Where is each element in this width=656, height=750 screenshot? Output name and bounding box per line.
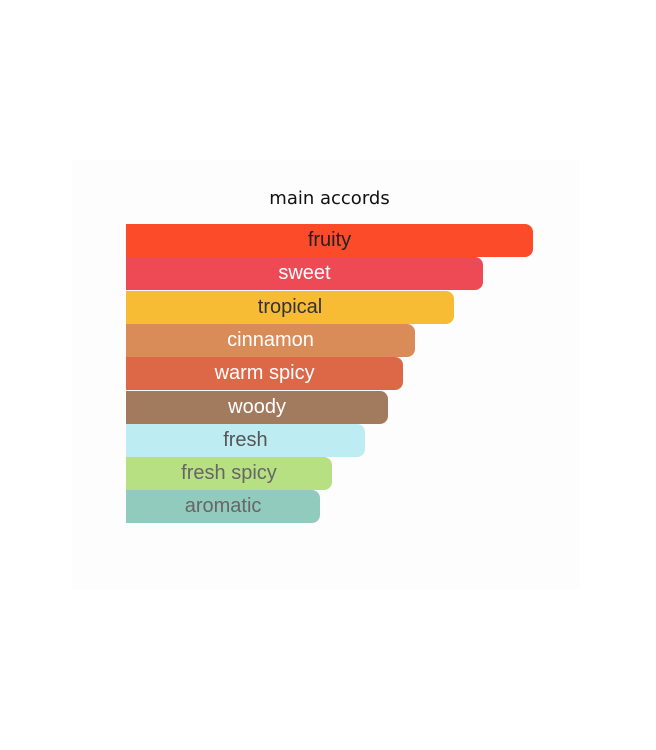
bar-sweet[interactable]: sweet <box>126 257 483 291</box>
bar-label: fresh <box>223 428 268 451</box>
bar-label: tropical <box>257 295 323 318</box>
bar-warm-spicy[interactable]: warm spicy <box>126 357 404 391</box>
bar-label: woody <box>228 395 286 418</box>
bar-fruity[interactable]: fruity <box>126 224 533 257</box>
bar-label: sweet <box>278 262 331 285</box>
bar-tropical[interactable]: tropical <box>126 290 455 324</box>
bar-fresh[interactable]: fresh <box>126 423 365 457</box>
bar-woody[interactable]: woody <box>126 390 389 424</box>
bar-label: aromatic <box>184 495 262 518</box>
chart-title: main accords <box>269 188 390 209</box>
bar-aromatic[interactable]: aromatic <box>126 490 321 524</box>
bar-fresh-spicy[interactable]: fresh spicy <box>126 457 332 491</box>
bar-label: fresh spicy <box>181 462 277 485</box>
bar-label: fruity <box>307 229 352 251</box>
bar-cinnamon[interactable]: cinnamon <box>126 323 415 357</box>
bar-label: cinnamon <box>227 328 314 351</box>
bar-label: warm spicy <box>214 362 315 385</box>
